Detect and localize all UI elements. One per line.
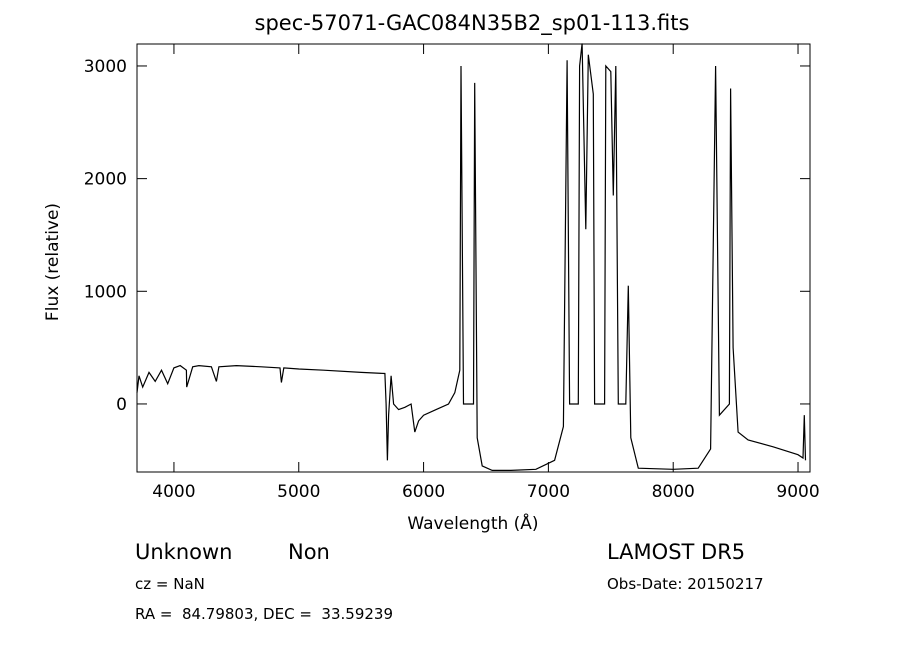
- annotation: cz = NaN: [135, 575, 205, 593]
- spectrum-line: [136, 43, 807, 471]
- y-axis-label: Flux (relative): [43, 203, 63, 321]
- x-tick-label: 6000: [402, 482, 445, 502]
- chart-title: spec-57071-GAC084N35B2_sp01-113.fits: [255, 11, 690, 36]
- y-tick-label: 3000: [84, 57, 127, 77]
- y-tick-label: 0: [116, 395, 127, 415]
- x-tick-label: 4000: [152, 482, 195, 502]
- x-tick-label: 5000: [277, 482, 320, 502]
- y-tick-label: 1000: [84, 282, 127, 302]
- annotation: LAMOST DR5: [607, 540, 745, 564]
- annotation: Non: [288, 540, 330, 564]
- x-tick-label: 7000: [527, 482, 570, 502]
- annotation: RA = 84.79803, DEC = 33.59239: [135, 605, 393, 623]
- x-tick-label: 9000: [776, 482, 819, 502]
- annotation: Obs-Date: 20150217: [607, 575, 764, 593]
- y-tick-label: 2000: [84, 170, 127, 190]
- annotation: Unknown: [135, 540, 232, 564]
- x-tick-label: 8000: [652, 482, 695, 502]
- plot-frame: [136, 43, 811, 473]
- x-axis-label: Wavelength (Å): [407, 512, 538, 534]
